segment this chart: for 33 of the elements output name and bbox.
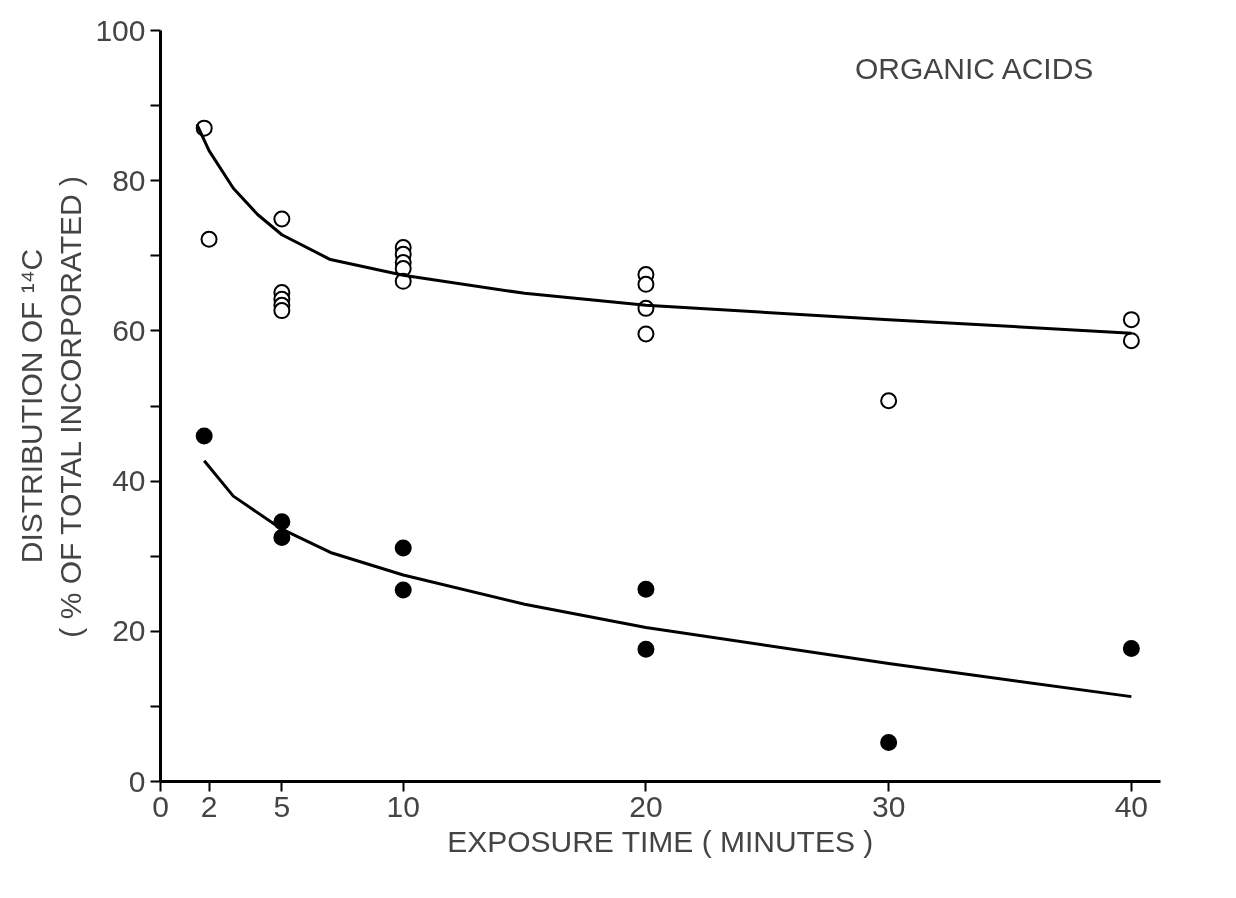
point [1122,311,1140,329]
x-tick-label: 2 [200,789,218,823]
y-tick-label: 20 [112,614,146,648]
point [1122,640,1140,658]
point [880,392,898,410]
point [637,640,655,658]
point [394,581,412,599]
x-tick-label: 5 [273,789,291,823]
point [273,210,291,228]
x-tick-label: 40 [1114,789,1149,823]
y-tick-label: 60 [112,313,146,347]
point [880,733,898,751]
y-tick-label: 0 [128,764,146,798]
x-axis-title: EXPOSURE TIME ( MINUTES ) [447,824,874,858]
x-tick-label: 10 [386,789,420,823]
annotation: ORGANIC ACIDS [854,51,1094,85]
point [195,427,213,445]
point [273,302,291,320]
x-tick-label: 20 [629,789,663,823]
y-axis-title: DISTRIBUTION OF ¹⁴C ( % OF TOTAL INCORPORATED ) [14,175,88,638]
point [637,580,655,598]
x-tick-label: 30 [871,789,906,823]
point [200,230,218,248]
point [394,539,412,557]
point [273,528,291,546]
y-tick-label: 80 [112,163,146,197]
y-tick-label: 100 [95,13,146,47]
x-tick-label: 0 [152,789,169,823]
line-series [202,459,1133,699]
point [637,325,655,343]
point [637,275,655,293]
y-tick-label: 40 [112,464,146,498]
point [1122,332,1140,350]
